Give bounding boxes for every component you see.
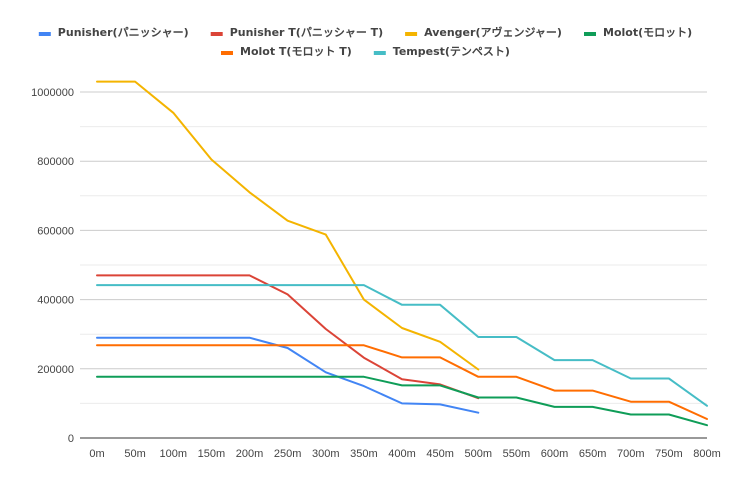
legend-item[interactable]: Avenger(アヴェンジャー) — [405, 25, 562, 39]
legend-swatch — [210, 32, 223, 36]
legend-item[interactable]: Punisher T(パニッシャー T) — [210, 26, 383, 39]
x-tick-label: 800m — [693, 448, 721, 460]
legend: Punisher(パニッシャー) Punisher T(パニッシャー T) Aven… — [38, 25, 692, 58]
legend-swatch — [584, 32, 596, 36]
series-line-5 — [96, 344, 708, 420]
y-tick-label: 800000 — [37, 156, 74, 168]
legend-label: Punisher(パニッシャー) — [58, 26, 189, 39]
series-line-2 — [96, 274, 480, 400]
series-line-6 — [96, 284, 708, 407]
y-tick-label: 0 — [68, 433, 74, 445]
legend-swatch — [405, 32, 418, 36]
y-tick-label: 200000 — [37, 364, 74, 376]
legend-label: Punisher T(パニッシャー T) — [230, 26, 383, 39]
series-lines — [96, 80, 708, 427]
y-tick-label: 400000 — [37, 295, 74, 307]
legend-label: Molot T(モロット T) — [240, 45, 352, 58]
x-tick-label: 350m — [350, 448, 378, 460]
legend-item[interactable]: Tempest(テンペスト) — [373, 45, 510, 58]
legend-swatch — [38, 32, 51, 36]
x-tick-label: 650m — [579, 448, 607, 460]
series-line-4 — [96, 375, 708, 427]
y-tick-label: 600000 — [37, 225, 74, 237]
legend-label: Avenger(アヴェンジャー) — [424, 25, 562, 39]
x-tick-label: 450m — [426, 448, 454, 460]
gridlines — [80, 91, 707, 439]
y-tick-label: 1000000 — [31, 87, 74, 99]
axes: 0 200000 400000 600000 800000 1000000 0m 50m 100… — [31, 87, 721, 460]
series-line-1 — [96, 336, 480, 414]
x-tick-label: 700m — [617, 448, 645, 460]
x-tick-label: 200m — [236, 448, 264, 460]
legend-item[interactable]: Molot(モロット) — [584, 26, 692, 39]
x-tick-label: 500m — [464, 448, 492, 460]
x-tick-label: 0m — [89, 448, 104, 460]
legend-item[interactable]: Molot T(モロット T) — [221, 45, 352, 58]
x-tick-label: 550m — [503, 448, 531, 460]
legend-swatch — [221, 51, 233, 55]
x-tick-label: 100m — [159, 448, 187, 460]
x-tick-label: 250m — [274, 448, 302, 460]
x-tick-label: 600m — [541, 448, 569, 460]
x-tick-label: 400m — [388, 448, 416, 460]
legend-label: Tempest(テンペスト) — [393, 45, 510, 58]
x-tick-label: 300m — [312, 448, 340, 460]
series-line-3 — [96, 80, 480, 371]
legend-label: Molot(モロット) — [603, 26, 692, 39]
legend-swatch — [373, 51, 386, 55]
x-tick-label: 150m — [198, 448, 226, 460]
legend-item[interactable]: Punisher(パニッシャー) — [38, 26, 189, 39]
x-tick-label: 50m — [124, 448, 145, 460]
x-tick-label: 750m — [655, 448, 683, 460]
